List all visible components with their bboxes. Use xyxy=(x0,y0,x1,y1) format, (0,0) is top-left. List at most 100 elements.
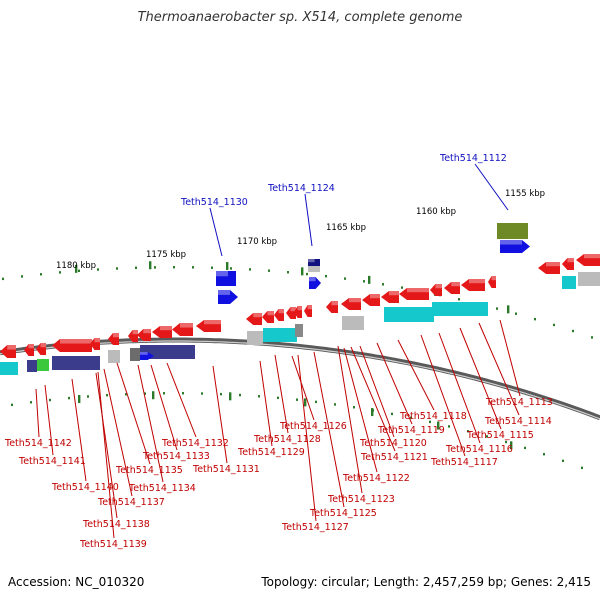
gene-label-lower: Teth514_1117 xyxy=(430,457,498,468)
scale-dot xyxy=(154,266,156,269)
gene-label-lower: Teth514_1134 xyxy=(128,483,196,494)
leader-line xyxy=(209,207,223,257)
leader-line xyxy=(95,372,118,519)
gene-label-lower: Teth514_1132 xyxy=(161,438,229,449)
reverse-gene-arrow xyxy=(152,326,172,338)
gene-block xyxy=(108,350,120,363)
reverse-gene-arrow xyxy=(294,306,302,318)
forward-gene-1130 xyxy=(216,271,236,286)
gene-shine xyxy=(267,311,274,316)
reverse-gene-arrow xyxy=(461,279,485,291)
scale-dot xyxy=(21,275,23,278)
gene-label-upper: Teth514_1112 xyxy=(439,153,507,164)
inner-dot xyxy=(220,392,222,396)
gene-shine xyxy=(253,313,262,318)
inner-dot xyxy=(106,394,108,397)
inner-major-tick xyxy=(304,398,307,407)
rna-block xyxy=(432,302,488,316)
scale-dot xyxy=(401,286,403,289)
map-title: Thermoanaerobacter sp. X514, complete ge… xyxy=(137,10,463,25)
gene-shine xyxy=(389,291,399,296)
scale-dot xyxy=(363,280,365,283)
gray-feature xyxy=(308,266,320,272)
inner-dot xyxy=(49,398,51,402)
gene-label-lower: Teth514_1125 xyxy=(309,508,377,519)
inner-dot xyxy=(144,392,146,395)
leader-line xyxy=(474,163,509,211)
scale-dot xyxy=(344,277,346,280)
inner-dot xyxy=(505,440,507,444)
reverse-gene-arrow xyxy=(196,320,221,332)
forward-gene-1124 xyxy=(308,259,320,268)
reverse-gene-arrow xyxy=(430,284,442,296)
gene-label-lower: Teth514_1141 xyxy=(18,456,86,467)
scale-dot xyxy=(325,274,327,278)
gene-shine xyxy=(500,240,522,245)
major-tick xyxy=(75,264,78,273)
leader-line xyxy=(291,355,315,421)
reverse-gene-arrow xyxy=(0,345,16,358)
leader-line xyxy=(297,354,317,522)
inner-dot xyxy=(239,393,241,397)
scale-dot xyxy=(591,336,593,339)
gene-label-lower: Teth514_1116 xyxy=(445,444,513,455)
major-tick xyxy=(368,275,371,284)
leader-line xyxy=(499,319,521,397)
gene-label-lower: Teth514_1121 xyxy=(360,452,428,463)
gene-shine xyxy=(132,330,138,335)
olive-feature xyxy=(497,223,528,239)
accession-text: Accession: NC_010320 xyxy=(8,575,145,589)
leader-line xyxy=(274,354,289,434)
gene-shine xyxy=(278,309,284,314)
inner-dot xyxy=(296,398,298,401)
reverse-gene-arrow xyxy=(172,323,193,336)
gene-label-lower: Teth514_1138 xyxy=(82,519,150,530)
inner-major-tick xyxy=(152,391,155,400)
reverse-gene-arrow xyxy=(52,339,92,352)
leader-line xyxy=(166,362,197,438)
gene-label-lower: Teth514_1123 xyxy=(327,494,395,505)
forward-gene-1134 xyxy=(140,352,154,360)
inner-dot xyxy=(201,392,203,395)
reverse-gene-arrow xyxy=(488,276,496,288)
scale-dot xyxy=(135,266,137,269)
gene-label-lower: Teth514_1128 xyxy=(253,434,321,445)
scale-dot xyxy=(78,269,80,273)
inner-dot xyxy=(68,396,70,400)
gene-shine xyxy=(567,258,574,263)
tick-layer: 1180 kbp 1175 kbp 1170 kbp 1165 kbp 1160 kbp… xyxy=(2,189,593,470)
rna-block xyxy=(263,328,297,342)
inner-major-tick xyxy=(229,392,232,401)
forward-gene-1131 xyxy=(218,290,238,304)
scale-dot xyxy=(496,307,498,310)
gene-label-lower: Teth514_1113 xyxy=(485,397,553,408)
inner-dot xyxy=(562,459,564,463)
gene-label-lower: Teth514_1114 xyxy=(484,416,552,427)
gene-shine xyxy=(60,339,92,344)
leader-line xyxy=(397,339,435,411)
reverse-gene-arrow xyxy=(304,305,312,317)
gene-shine xyxy=(451,282,460,287)
gene-shine xyxy=(112,333,119,338)
gene-label-lower: Teth514_1135 xyxy=(115,465,183,476)
reverse-gene-arrow xyxy=(286,307,296,319)
gene-label-lower: Teth514_1131 xyxy=(192,464,260,475)
leader-line xyxy=(259,360,273,447)
reverse-gene-arrow xyxy=(128,330,138,342)
inner-dot xyxy=(448,425,450,428)
gene-block xyxy=(140,345,195,359)
gene-label-lower: Teth514_1127 xyxy=(281,522,349,533)
scale-dot xyxy=(534,317,536,321)
scale-dot xyxy=(306,272,308,276)
scale-dot xyxy=(173,266,175,269)
inner-dot xyxy=(353,406,355,409)
inner-dot xyxy=(391,412,393,416)
inner-dot xyxy=(87,395,89,398)
gene-shine xyxy=(469,279,485,284)
leader-line xyxy=(313,351,345,508)
reverse-gene-arrow xyxy=(538,262,560,274)
scale-dot xyxy=(515,312,517,315)
leader-line xyxy=(212,365,228,464)
